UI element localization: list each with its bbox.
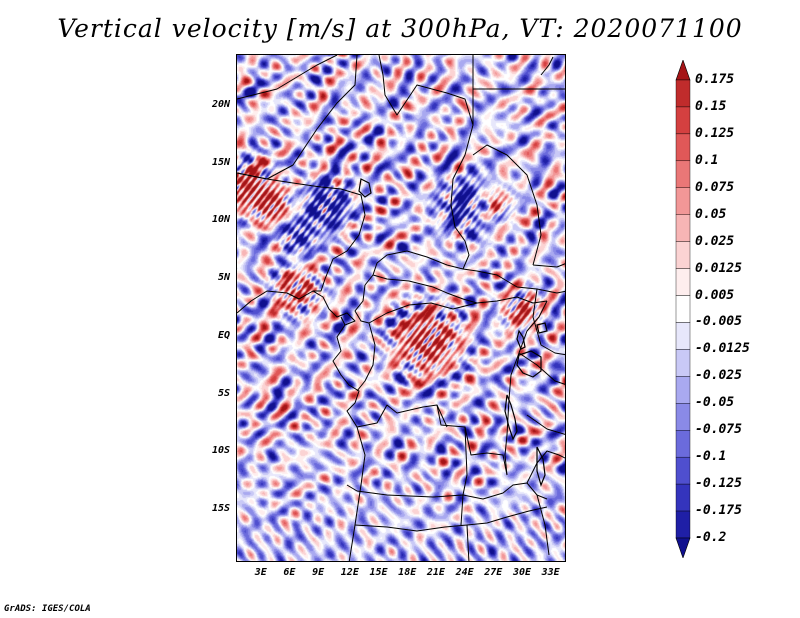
border-libya — [378, 55, 474, 126]
colorbar-label: 0.0125 — [695, 260, 742, 276]
colorbar-bin — [675, 160, 691, 188]
colorbar-label: 0.15 — [695, 98, 727, 114]
lat-label: 10N — [211, 214, 230, 226]
colorbar-bin — [675, 133, 691, 162]
lat-label: 15N — [211, 156, 230, 168]
coastline-west — [237, 290, 360, 428]
lake-tanganyika — [504, 394, 518, 441]
colorbar-bin — [675, 241, 691, 269]
colorbar-label: -0.0125 — [695, 341, 750, 357]
border-drc-east — [504, 300, 548, 476]
border-namibia-inner — [346, 484, 464, 498]
lat-label: 5S — [217, 387, 230, 399]
colorbar-bin — [675, 106, 691, 135]
colorbar-bin — [675, 349, 691, 377]
colorbar-bin — [675, 214, 691, 242]
border-mozambique — [526, 450, 565, 556]
border-drc-angola — [356, 404, 508, 476]
colorbar-label: 0.025 — [695, 233, 735, 249]
colorbar-label: -0.1 — [695, 449, 727, 465]
lake-victoria — [516, 350, 542, 378]
lon-label: 21E — [426, 567, 445, 578]
lat-label: 15S — [211, 503, 230, 515]
border-car-drc — [368, 296, 548, 324]
colorbar-bin — [675, 403, 691, 431]
lon-label: 6E — [283, 567, 296, 578]
lon-label: 33E — [541, 567, 560, 578]
border-botswana — [460, 494, 470, 561]
border-car-north — [372, 274, 478, 304]
colorbar-bin — [675, 430, 691, 458]
border-chad-south — [364, 250, 448, 286]
map-panel[interactable] — [236, 54, 566, 562]
colorbar-label: -0.075 — [695, 422, 742, 438]
colorbar-label: -0.125 — [695, 476, 742, 492]
lon-label: 18E — [398, 567, 417, 578]
lake-kyoga — [536, 322, 548, 334]
colorbar-min-arrow — [675, 537, 691, 558]
colorbar-label: -0.2 — [695, 530, 727, 545]
lon-label: 3E — [254, 567, 267, 578]
border-sudan-south — [462, 268, 565, 294]
border-niger-algeria — [237, 55, 338, 100]
border-cameroon-east — [354, 284, 370, 324]
colorbar-label: 0.05 — [695, 206, 727, 222]
lon-label: 24E — [455, 567, 474, 578]
lat-label: 10S — [211, 445, 230, 457]
colorbar-label: 0.175 — [695, 72, 735, 87]
lake-albert — [516, 329, 526, 350]
border-zambia — [436, 404, 548, 500]
colorbar-bin — [675, 79, 691, 108]
border-niger-chad — [237, 55, 358, 180]
colorbar-bin — [675, 376, 691, 404]
colorbar-bin — [675, 295, 691, 323]
lat-label: EQ — [217, 329, 230, 341]
colorbar-bin — [675, 322, 691, 350]
colorbar-bin — [675, 456, 691, 485]
border-congo — [340, 316, 376, 392]
colorbar-label: -0.175 — [695, 503, 742, 519]
border-nigeria-niger — [237, 172, 362, 196]
lake-chad — [358, 178, 372, 198]
colorbar — [675, 60, 691, 558]
border-ethiopia — [472, 144, 565, 268]
colorbar-bin — [675, 187, 691, 215]
colorbar-label: 0.125 — [695, 125, 735, 141]
border-nigeria-cameroon — [313, 194, 366, 292]
colorbar-label: -0.05 — [695, 395, 735, 411]
colorbar-label: -0.025 — [695, 368, 742, 384]
border-red-sea — [540, 56, 554, 76]
border-sudan — [472, 88, 565, 125]
lon-label: 9E — [312, 567, 325, 578]
lake-malawi — [536, 446, 546, 487]
lat-label: 20N — [211, 98, 230, 110]
border-chad-east — [446, 124, 474, 270]
border-angola-namibia — [354, 506, 548, 532]
grads-credit: GrADS: IGES/COLA — [4, 604, 91, 614]
plot-title: Vertical velocity [m/s] at 300hPa, VT: 2… — [57, 14, 743, 43]
lat-label: 5N — [217, 272, 230, 284]
border-uganda-kenya — [532, 288, 565, 356]
colorbar-bin — [675, 510, 691, 539]
colorbar-bin — [675, 483, 691, 512]
lon-label: 12E — [340, 567, 359, 578]
border-tanzania — [518, 352, 565, 435]
lon-label: 30E — [512, 567, 532, 578]
country-borders — [237, 55, 565, 561]
colorbar-label: 0.1 — [695, 152, 719, 168]
colorbar-label: -0.005 — [695, 314, 742, 330]
lon-label: 27E — [484, 567, 503, 578]
coastline-southwest — [348, 426, 366, 561]
colorbar-max-arrow — [675, 60, 691, 81]
lon-label: 15E — [369, 567, 388, 578]
colorbar-label: 0.005 — [695, 287, 735, 303]
colorbar-label: 0.075 — [695, 179, 735, 195]
colorbar-bin — [675, 268, 691, 296]
